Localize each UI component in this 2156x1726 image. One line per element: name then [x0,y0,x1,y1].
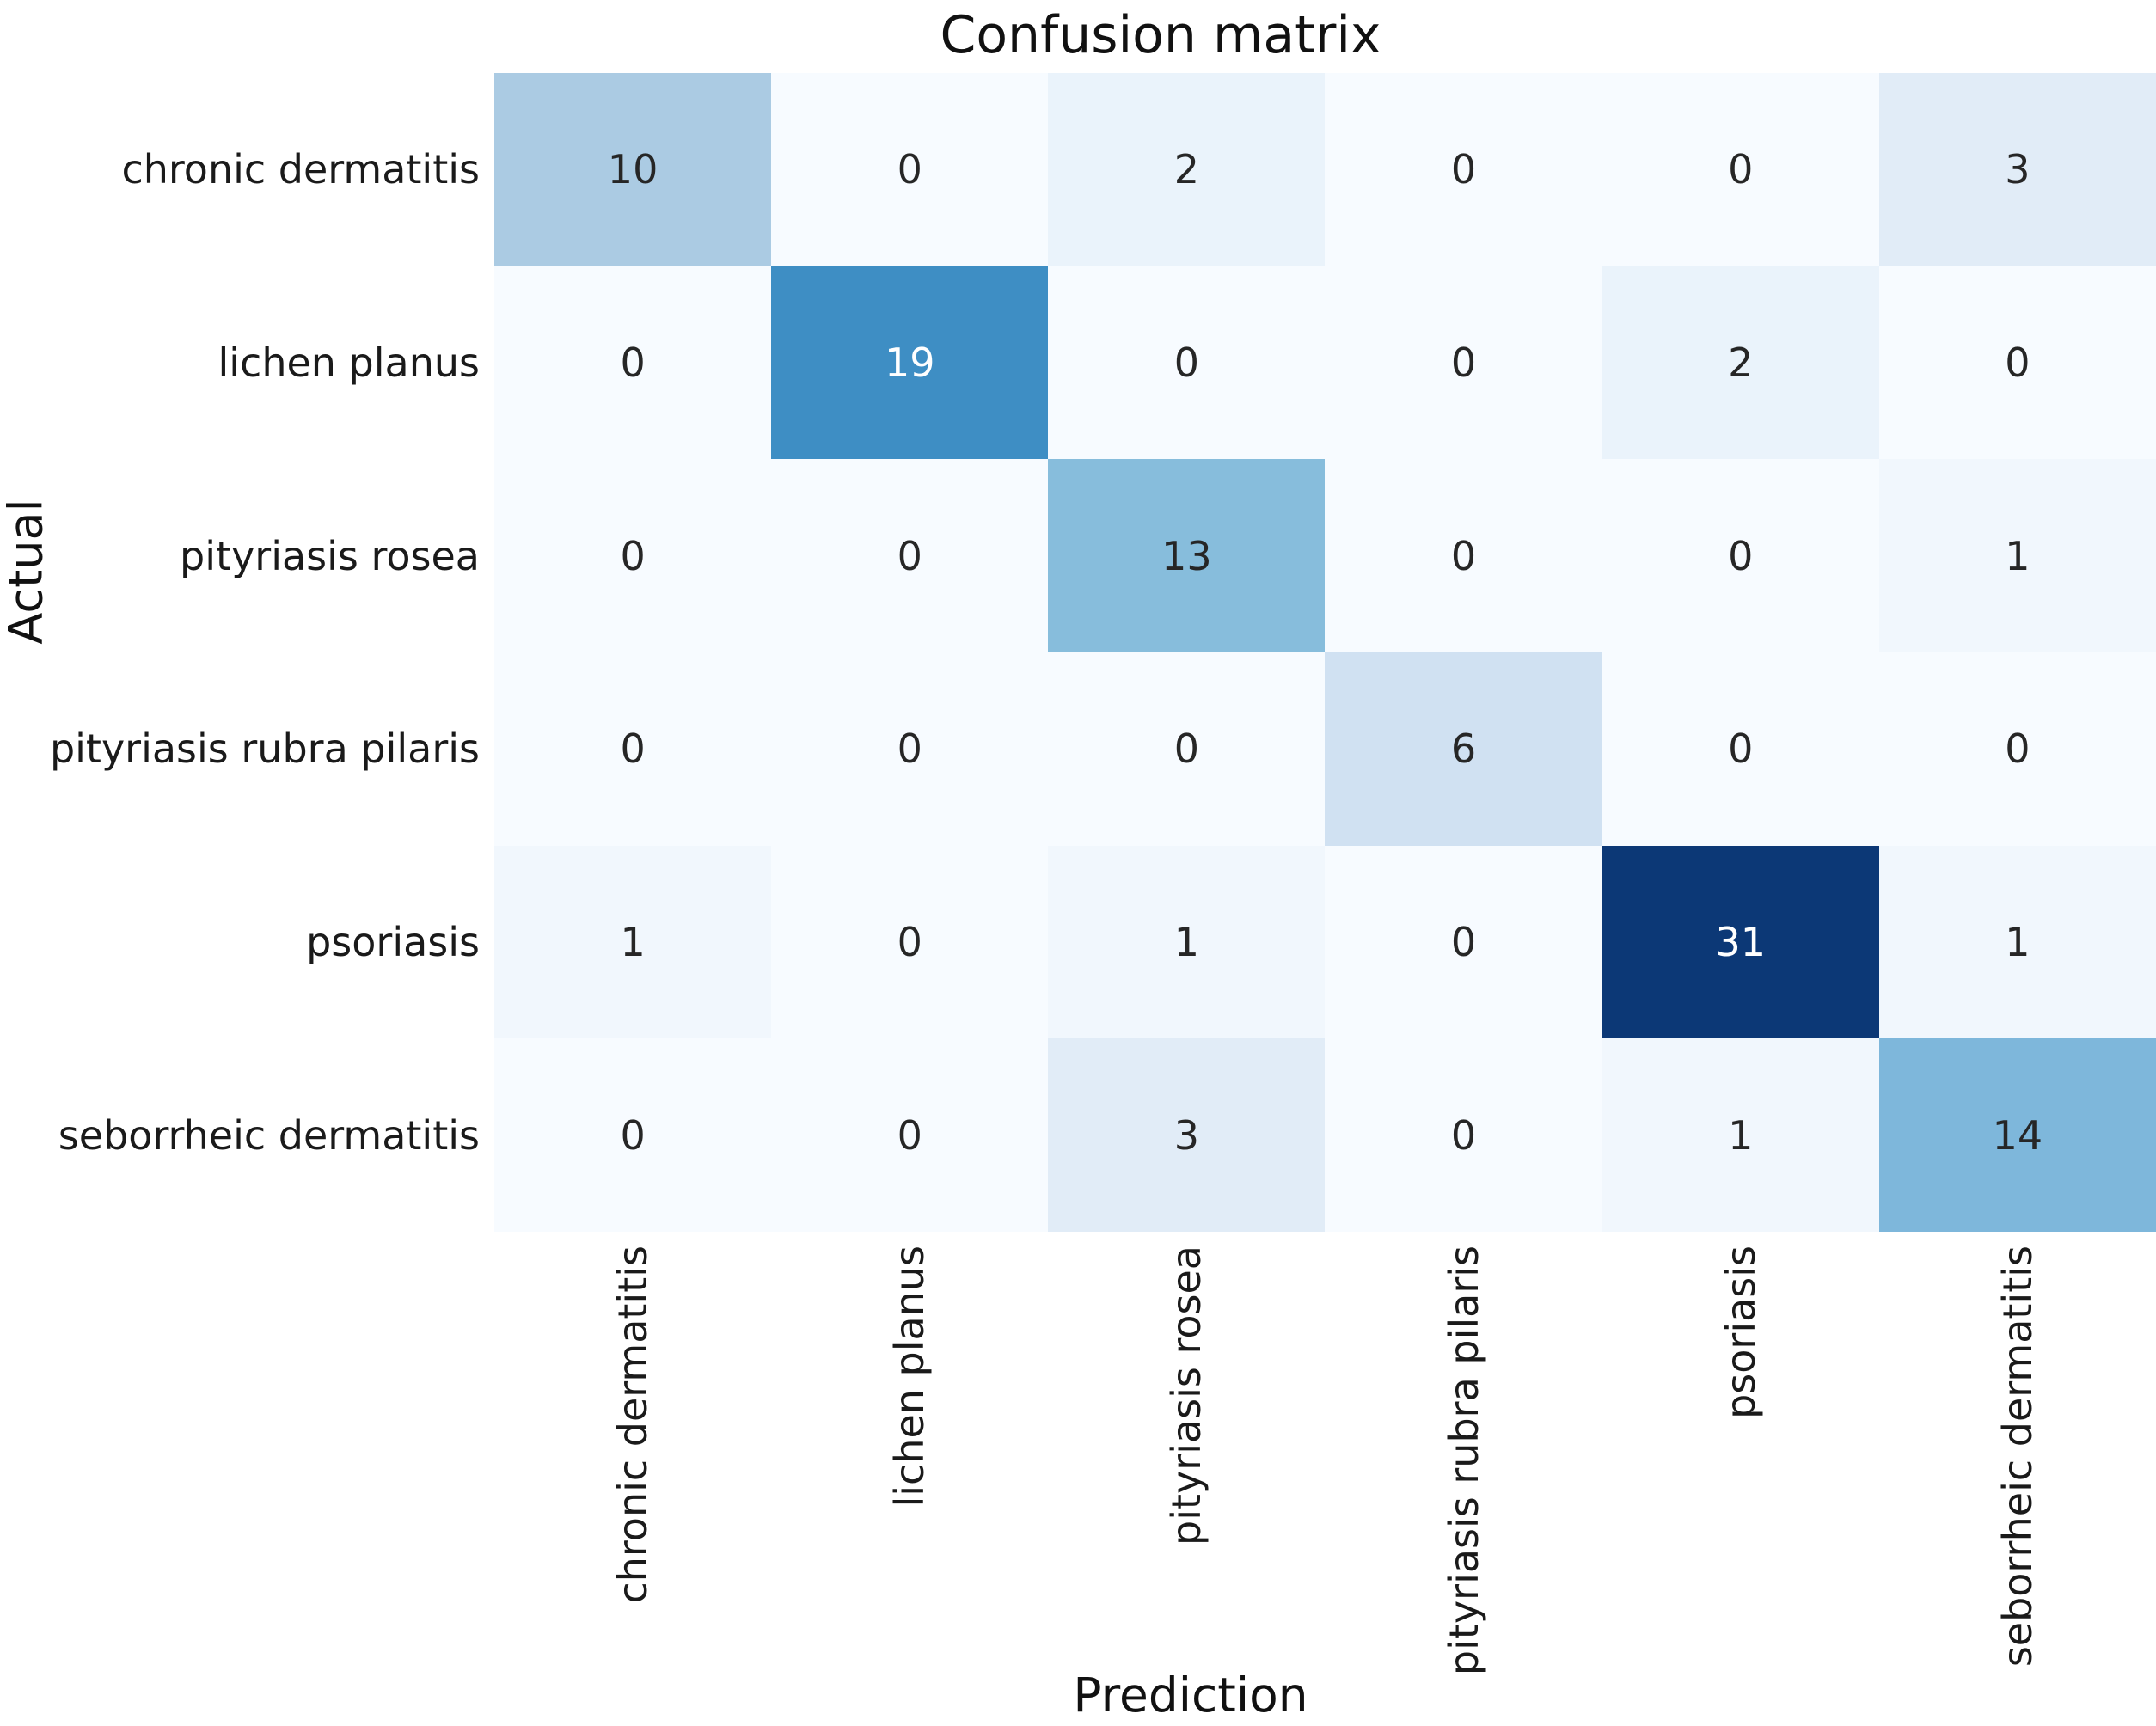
x-tick-label: psoriasis [1717,1246,1764,1419]
matrix-cell: 0 [771,1038,1049,1232]
matrix-cell: 0 [1325,73,1602,266]
matrix-cell: 0 [1325,266,1602,460]
y-axis-title: Actual [0,499,53,645]
matrix-cell: 19 [771,266,1049,460]
y-tick-label: chronic dermatitis [121,146,480,193]
matrix-cell: 1 [494,845,772,1039]
matrix-cell: 13 [1048,459,1326,652]
matrix-cell: 0 [771,845,1049,1039]
matrix-cell: 0 [1325,845,1602,1039]
y-tick-label: seborrheic dermatitis [58,1111,480,1159]
matrix-cell: 1 [1878,845,2156,1039]
matrix-cell: 31 [1602,845,1879,1039]
x-axis-title: Prediction [1073,1668,1308,1723]
y-tick-label: psoriasis [306,919,480,965]
matrix-cell: 0 [1325,459,1602,652]
x-tick-label: seborrheic dermatitis [1994,1246,2041,1668]
matrix-cell: 3 [1878,73,2156,266]
matrix-cell: 2 [1048,73,1326,266]
matrix-cell: 1 [1878,459,2156,652]
y-tick-label: pityriasis rubra pilaris [49,725,480,773]
matrix-cell: 0 [494,1038,772,1232]
matrix-cell: 0 [494,652,772,846]
matrix-cell: 3 [1048,1038,1326,1232]
matrix-cell: 0 [771,73,1049,266]
matrix-cell: 1 [1048,845,1326,1039]
matrix-cell: 0 [1602,652,1879,846]
matrix-cell: 0 [1878,266,2156,460]
matrix-cell: 0 [771,459,1049,652]
matrix-cell: 0 [1878,652,2156,846]
x-tick-label: lichen planus [886,1246,934,1508]
matrix-cell: 14 [1878,1038,2156,1232]
x-tick-label: chronic dermatitis [609,1246,657,1604]
y-tick-label: pityriasis rosea [180,532,480,579]
chart-title: Confusion matrix [940,5,1381,65]
x-tick-label: pityriasis rubra pilaris [1440,1246,1487,1676]
x-tick-label: pityriasis rosea [1163,1246,1210,1545]
matrix-cell: 0 [1325,1038,1602,1232]
matrix-cell: 0 [494,266,772,460]
matrix-cell: 2 [1602,266,1879,460]
y-tick-label: lichen planus [217,340,480,386]
matrix-cell: 10 [494,73,772,266]
matrix-cell: 0 [1602,459,1879,652]
heatmap-grid: 10 0 2 0 0 3 0 19 0 0 2 0 0 0 13 0 0 1 0 0 0 6 0 0 1 0 1 0 31 1 0 0 3 0 1 1… [494,73,2156,1232]
matrix-cell: 0 [1048,266,1326,460]
matrix-cell: 0 [771,652,1049,846]
matrix-cell: 0 [1602,73,1879,266]
matrix-cell: 0 [1048,652,1326,846]
matrix-cell: 6 [1325,652,1602,846]
matrix-cell: 0 [494,459,772,652]
matrix-cell: 1 [1602,1038,1879,1232]
